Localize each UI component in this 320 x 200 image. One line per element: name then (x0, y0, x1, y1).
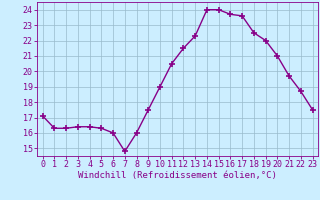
X-axis label: Windchill (Refroidissement éolien,°C): Windchill (Refroidissement éolien,°C) (78, 171, 277, 180)
